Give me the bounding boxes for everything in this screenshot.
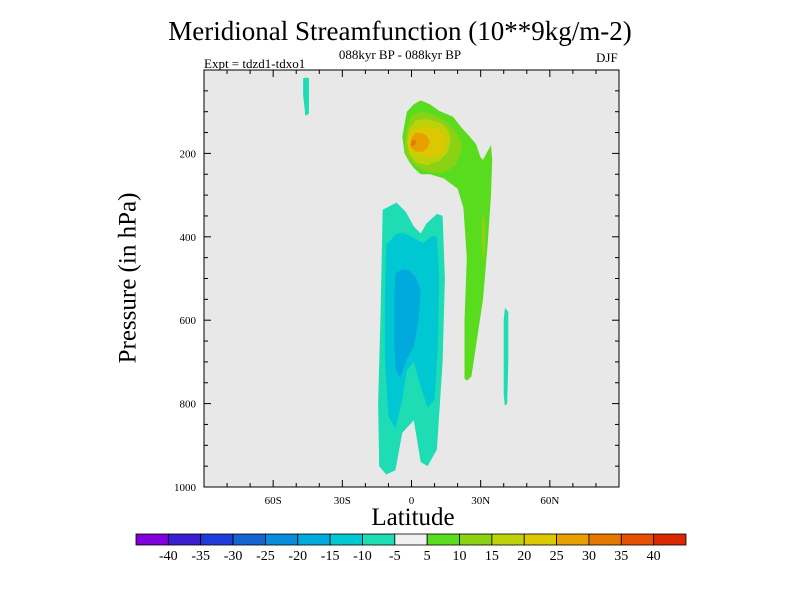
contour-region-10: [410, 132, 430, 152]
chart-title: Meridional Streamfunction (10**9kg/m-2): [168, 16, 632, 46]
colorbar-box: [394, 533, 428, 546]
y-tick-label: 1000: [174, 482, 197, 494]
colorbar-label: -20: [288, 549, 307, 564]
colorbar-box: [167, 533, 202, 546]
colorbar-box: [523, 533, 557, 546]
colorbar-label: -15: [321, 549, 340, 564]
experiment-label: Expt = tdzd1-tdxo1: [204, 56, 306, 71]
x-tick-label: 60S: [265, 495, 282, 507]
y-tick-label: 400: [180, 232, 197, 244]
colorbar-label: 15: [485, 549, 499, 564]
colorbar-box: [297, 533, 331, 546]
colorbar-box: [491, 533, 525, 546]
colorbar-box: [265, 533, 299, 546]
colorbar-box: [588, 533, 622, 546]
colorbar-label: 10: [453, 549, 467, 564]
y-tick-label: 200: [180, 148, 197, 160]
colorbar-label: -10: [353, 549, 372, 564]
x-tick-label: 30S: [334, 495, 351, 507]
colorbar-label: 30: [582, 549, 596, 564]
colorbar-box: [200, 533, 234, 546]
x-tick-label: 30N: [471, 495, 490, 507]
colorbar-label: 20: [517, 549, 531, 564]
colorbar-box: [362, 533, 396, 546]
x-tick-label: 60N: [540, 495, 559, 507]
x-axis-label: Latitude: [371, 504, 455, 531]
colorbar-label: -25: [256, 549, 275, 564]
colorbar-label: -35: [191, 549, 210, 564]
colorbar-box: [135, 533, 169, 546]
colorbar-box: [620, 533, 655, 546]
colorbar-box: [459, 533, 493, 546]
colorbar-label: 35: [614, 549, 628, 564]
contour-region-0: [303, 77, 309, 116]
colorbar-box: [556, 533, 590, 546]
x-tick-label: 0: [409, 495, 415, 507]
colorbar-label: 25: [550, 549, 564, 564]
colorbar-label: -5: [389, 549, 401, 564]
colorbar-box: [329, 533, 363, 546]
colorbar-box: [426, 533, 460, 546]
season-label: DJF: [596, 50, 618, 65]
contour-region-2: [503, 307, 509, 406]
colorbar-label: -30: [224, 549, 243, 564]
contour-layer: [303, 77, 509, 475]
contour-region-7: [481, 213, 486, 260]
y-tick-label: 600: [180, 315, 197, 327]
y-axis-label: Pressure (in hPa): [114, 192, 142, 364]
contour-region-4: [394, 269, 421, 379]
colorbar-label: 5: [424, 549, 431, 564]
colorbar-label: 40: [647, 549, 661, 564]
y-tick-label: 800: [180, 399, 197, 411]
chart-subtitle: 088kyr BP - 088kyr BP: [338, 47, 462, 62]
contour-region-11: [410, 139, 417, 146]
colorbar-box: [653, 533, 687, 546]
colorbar-label: -40: [159, 549, 178, 564]
colorbar-box: [232, 533, 266, 546]
